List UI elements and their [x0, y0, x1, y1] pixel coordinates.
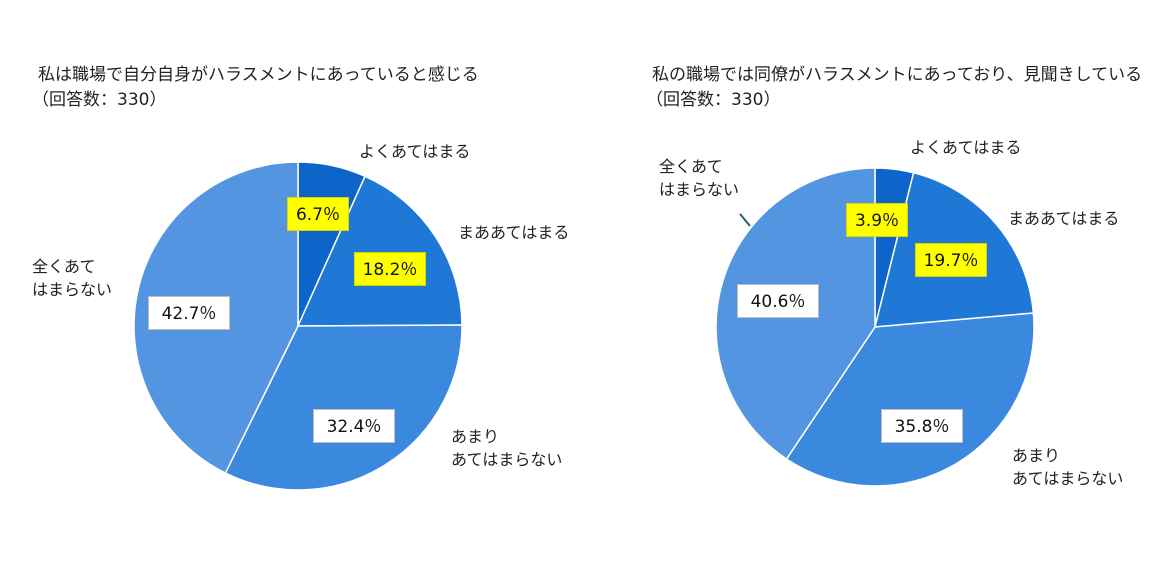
pie-chart-right: 私の職場では同僚がハラスメントにあっており、見聞きしている （回答数：330） …	[588, 0, 1176, 580]
pie-slice	[296, 175, 463, 327]
category-label: よくあてはまる	[910, 138, 1022, 157]
chart-subtitle: （回答数：330）	[32, 90, 167, 110]
chart-title: 私は職場で自分自身がハラスメントにあっていると感じる	[38, 65, 479, 85]
data-label: 6.7％	[287, 197, 349, 231]
leader-line	[739, 213, 751, 227]
data-label: 32.4％	[313, 409, 395, 443]
chart-subtitle: （回答数：330）	[646, 90, 781, 110]
category-label: まああてはまる	[1008, 209, 1120, 228]
data-label: 35.8％	[881, 409, 963, 443]
data-label: 3.9％	[846, 203, 908, 237]
data-label: 19.7％	[915, 243, 987, 277]
chart-title: 私の職場では同僚がハラスメントにあっており、見聞きしている	[652, 65, 1143, 85]
category-label: あまり あてはまらない	[451, 427, 563, 469]
data-label: 18.2％	[354, 252, 426, 286]
pie-svg	[715, 167, 1035, 487]
category-label: まああてはまる	[458, 223, 570, 242]
data-label: 40.6％	[737, 284, 819, 318]
pie-chart-left: 私は職場で自分自身がハラスメントにあっていると感じる （回答数：330） 6.7…	[32, 65, 570, 491]
pie-svg	[133, 161, 463, 491]
category-label: よくあてはまる	[359, 142, 471, 161]
category-label: 全くあて はまらない	[32, 257, 113, 299]
category-label: 全くあて はまらない	[659, 157, 740, 199]
pie-slice	[224, 324, 463, 491]
data-label: 42.7％	[148, 296, 230, 330]
category-label: あまり あてはまらない	[1012, 446, 1124, 488]
pie-slice	[785, 312, 1035, 487]
